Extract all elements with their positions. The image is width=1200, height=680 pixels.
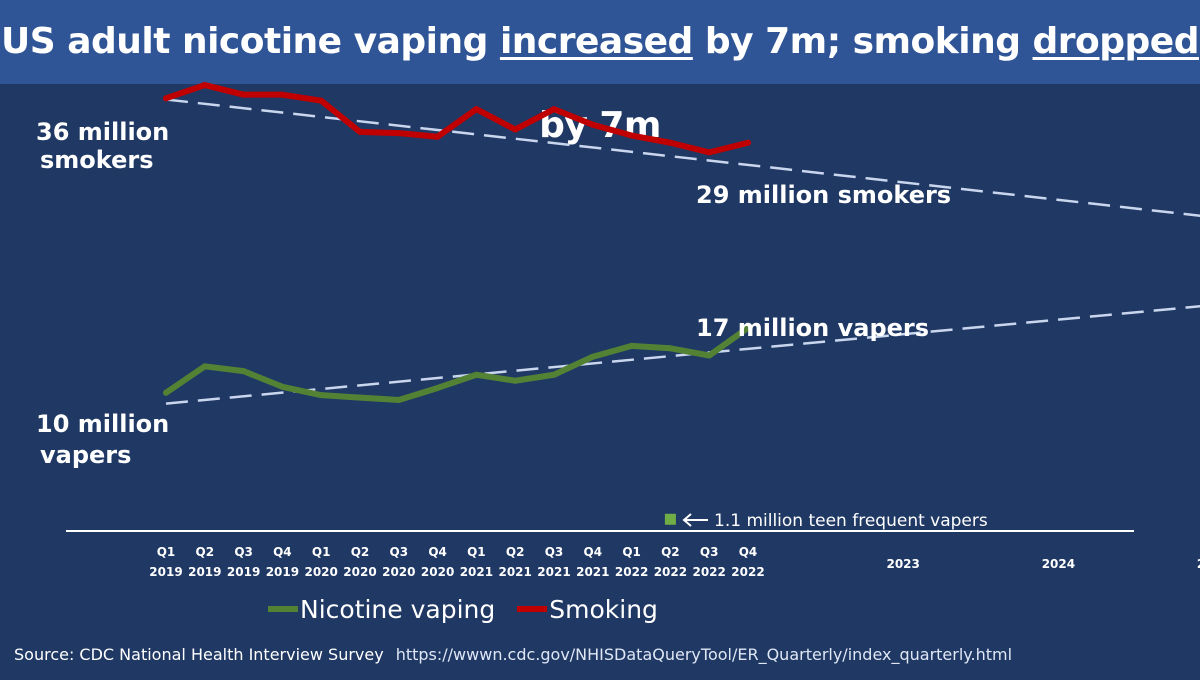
- smoking-point: [551, 106, 557, 113]
- x-tick-q-label: Q1: [157, 545, 176, 559]
- x-tick-q-label: Q1: [467, 545, 486, 559]
- x-tick-year-label: 2021: [537, 565, 570, 579]
- vapers-start-label-2: vapers: [40, 441, 131, 469]
- x-tick-q-label: Q3: [390, 545, 409, 559]
- smoking-point: [201, 82, 208, 89]
- smoking-point: [279, 91, 286, 98]
- x-tick-q-label: Q2: [196, 545, 215, 559]
- source-note: Source: CDC National Health Interview Su…: [14, 645, 1194, 664]
- vaping-point: [434, 384, 441, 391]
- smoking-point: [434, 133, 441, 140]
- legend-smoking-swatch: [517, 606, 548, 612]
- x-tick-year-label: 2019: [149, 565, 182, 579]
- vaping-series-line: [163, 324, 751, 403]
- teen-note-label: 1.1 million teen frequent vapers: [714, 511, 988, 531]
- vaping-trendline: [165, 305, 1200, 405]
- x-tick-year-label: 2019: [188, 565, 221, 579]
- legend-smoking-label: Smoking: [549, 594, 658, 624]
- x-tick-q-label: Q2: [661, 545, 680, 559]
- smoking-point: [745, 139, 751, 146]
- vaping-point: [551, 371, 557, 378]
- x-tick-q-label: Q4: [428, 545, 447, 559]
- x-tick-q-label: Q4: [739, 545, 758, 559]
- smoking-point: [318, 97, 325, 104]
- x-tick-year-label: 2021: [498, 565, 531, 579]
- x-tick-year-label: 2020: [343, 565, 376, 579]
- source-url[interactable]: https://wwwn.cdc.gov/NHISDataQueryTool/E…: [395, 645, 1013, 664]
- x-tick-year-label: 2024: [1042, 557, 1075, 571]
- source-label: Source: CDC National Health Interview Su…: [14, 645, 384, 664]
- x-tick-year-label: 2021: [576, 565, 609, 579]
- x-tick-year-label: 2022: [731, 565, 764, 579]
- x-tick-year-label: 2022: [692, 565, 725, 579]
- x-tick-q-label: Q3: [545, 545, 564, 559]
- vapers-end-label: 17 million vapers: [696, 314, 929, 342]
- x-tick-q-label: Q3: [700, 545, 719, 559]
- legend-vaping-label: Nicotine vaping: [300, 594, 496, 624]
- x-tick-year-label: 2021: [460, 565, 493, 579]
- x-tick-year-label: 2022: [654, 565, 687, 579]
- vaping-point: [473, 371, 480, 378]
- vaping-point: [201, 363, 208, 370]
- legend-vaping-swatch: [268, 606, 298, 612]
- vaping-point: [279, 383, 286, 390]
- x-tick-q-label: Q4: [584, 545, 603, 559]
- vaping-point: [589, 353, 596, 360]
- smoking-point: [163, 95, 169, 102]
- smoking-point: [706, 149, 713, 156]
- x-tick-q-label: Q3: [234, 545, 253, 559]
- title-increased: increased: [499, 21, 693, 62]
- title-dropped: dropped: [1032, 21, 1200, 62]
- x-tick-year-label: 2023: [886, 557, 919, 571]
- x-tick-q-label: Q1: [312, 545, 331, 559]
- x-tick-q-label: Q2: [351, 545, 370, 559]
- x-tick-year-label: 2022: [615, 565, 648, 579]
- smoking-trendline: [165, 98, 1200, 218]
- vaping-point: [706, 352, 713, 359]
- vaping-point: [512, 377, 519, 384]
- title-part-3: by 7m; smoking: [692, 21, 1033, 62]
- x-tick-year-label: 2020: [382, 565, 415, 579]
- vapers-start-label-1: 10 million: [36, 410, 169, 438]
- x-tick-year-label: 2020: [421, 565, 454, 579]
- title-bar: [0, 0, 1200, 84]
- smokers-start-label-2: smokers: [40, 146, 154, 174]
- x-tick-year-label: 2019: [227, 565, 260, 579]
- smoking-point: [628, 132, 635, 139]
- vaping-point: [745, 324, 751, 331]
- vaping-point: [628, 342, 635, 349]
- smoking-point: [667, 139, 674, 146]
- vaping-point: [163, 389, 169, 396]
- x-tick-q-label: Q2: [506, 545, 525, 559]
- teen-note-arrow: [682, 513, 708, 527]
- page-title: US adult nicotine vaping increased by 7m…: [0, 0, 1200, 146]
- smoking-point: [512, 126, 519, 133]
- x-tick-q-label: Q1: [622, 545, 641, 559]
- teen-vapers-marker: [664, 513, 676, 525]
- smoking-series-line: [163, 82, 751, 156]
- smoking-point: [240, 91, 247, 98]
- title-part-1: US adult nicotine vaping: [1, 21, 500, 62]
- vaping-point: [318, 392, 325, 399]
- smokers-end-label: 29 million smokers: [696, 181, 951, 209]
- vaping-point: [395, 396, 402, 403]
- smoking-point: [357, 128, 363, 135]
- x-tick-year-label: 2020: [304, 565, 337, 579]
- x-tick-q-label: Q4: [273, 545, 292, 559]
- vaping-point: [240, 368, 247, 375]
- smoking-point: [473, 106, 480, 113]
- x-tick-year-label: 2025: [1197, 557, 1200, 571]
- vaping-point: [357, 394, 363, 401]
- smoking-point: [589, 121, 596, 128]
- smokers-start-label-1: 36 million: [36, 118, 169, 146]
- legend: Nicotine vaping Smoking: [268, 592, 658, 626]
- x-tick-year-label: 2019: [266, 565, 299, 579]
- smoking-point: [395, 130, 402, 137]
- vaping-point: [667, 345, 674, 352]
